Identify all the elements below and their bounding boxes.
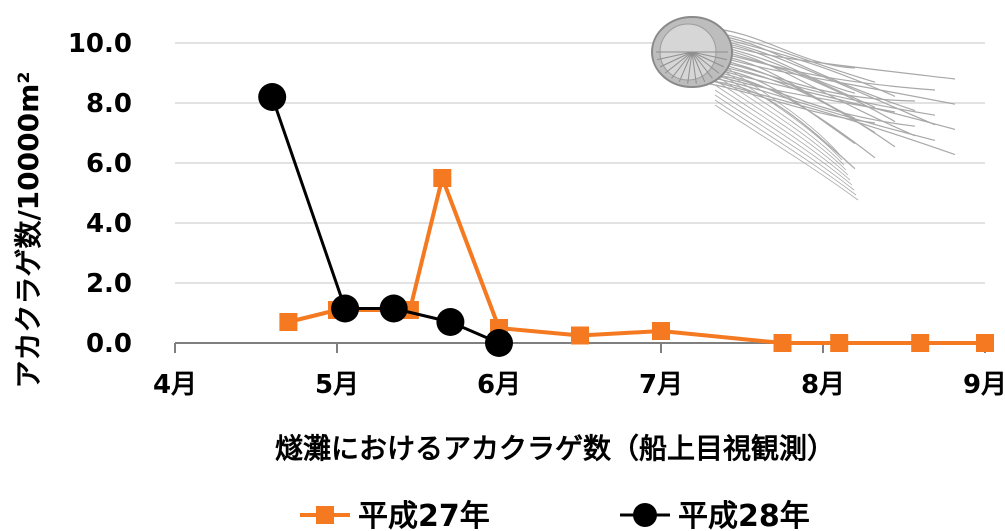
data-point [279, 313, 298, 331]
y-tick-label: 0.0 [86, 329, 132, 359]
legend-item: 平成28年 [620, 499, 810, 531]
series-1 [279, 169, 994, 352]
data-point [331, 294, 360, 323]
legend: 平成27年 平成28年 [300, 499, 810, 531]
y-tick-label: 2.0 [86, 269, 132, 299]
legend-item: 平成27年 [300, 499, 490, 531]
data-point [652, 322, 670, 340]
y-tick-label: 8.0 [86, 89, 132, 119]
y-axis-title: アカクラゲ数/10000m² [12, 71, 45, 388]
series-layer [258, 83, 994, 357]
x-axis-title: 燧灘におけるアカクラゲ数（船上目視観測） [275, 432, 835, 465]
legend-marker [316, 506, 334, 524]
x-axis-ticks: 4月 5月 6月 7月 8月 9月 [153, 343, 1005, 400]
series-2 [258, 83, 513, 357]
legend-marker [633, 503, 657, 527]
legend-label: 平成28年 [678, 499, 810, 531]
x-tick-label: 7月 [639, 370, 683, 400]
y-tick-label: 4.0 [86, 209, 132, 239]
x-tick-label: 8月 [801, 370, 845, 400]
data-point [379, 294, 408, 323]
data-point [433, 169, 452, 187]
y-tick-label: 6.0 [86, 149, 132, 179]
data-point [485, 329, 513, 357]
jellyfish-illustration [651, 16, 956, 201]
y-tick-label: 10.0 [68, 29, 132, 59]
data-point [258, 83, 287, 111]
data-point [773, 334, 792, 352]
x-tick-label: 5月 [315, 370, 359, 400]
x-tick-label: 6月 [477, 370, 521, 400]
y-axis-ticks: 0.0 2.0 4.0 6.0 8.0 10.0 [68, 29, 132, 359]
x-tick-label: 9月 [963, 370, 1005, 400]
data-point [436, 308, 465, 336]
data-point [976, 334, 994, 352]
data-point [830, 334, 849, 352]
legend-label: 平成27年 [358, 499, 490, 531]
data-point [911, 334, 930, 352]
x-tick-label: 4月 [153, 370, 197, 400]
gridlines [175, 42, 985, 284]
data-point [571, 326, 589, 345]
